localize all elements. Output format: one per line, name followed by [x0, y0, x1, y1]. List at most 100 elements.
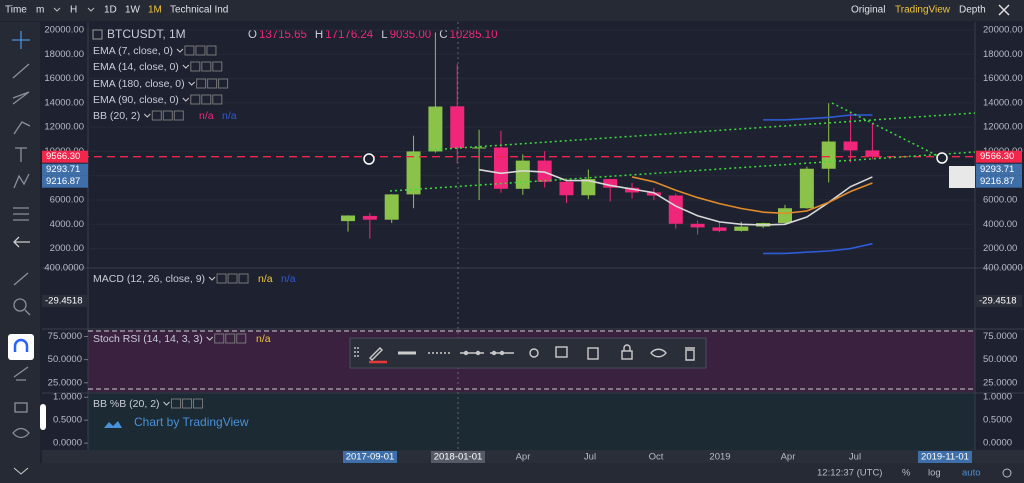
price-tag-label: 9293.71 [980, 164, 1014, 175]
price-tag-label: 9566.30 [980, 151, 1014, 162]
y-tick-label: 25.0000 [983, 377, 1017, 388]
value-tag-label: -29.4518 [979, 296, 1017, 307]
collapse-arrow[interactable] [13, 467, 29, 475]
toolbar-button[interactable]: Technical Ind [170, 5, 228, 16]
y-tick-label: 14000.00 [44, 97, 84, 108]
price-tag-label: 9566.30 [46, 151, 80, 162]
fullscreen-icon[interactable] [998, 4, 1010, 16]
x-tick-label: Oct [649, 452, 664, 463]
indicator-control[interactable] [196, 78, 207, 89]
drawing-toolbar-icons[interactable] [354, 344, 695, 364]
watermark: Chart by TradingView [134, 415, 249, 429]
pane-title: Stoch RSI (14, 14, 3, 3) [93, 333, 203, 345]
candle-body [341, 215, 355, 222]
toolbar-button[interactable]: m [36, 5, 44, 16]
pane-title: BB %B (20, 2) [93, 398, 160, 410]
x-tick-label: Jul [849, 452, 861, 463]
symbol: BTCUSDT, 1M [107, 27, 186, 41]
indicator-control[interactable] [151, 110, 162, 121]
indicator-control[interactable] [193, 398, 204, 409]
candle-body [362, 215, 377, 220]
indicator-control[interactable] [182, 398, 193, 409]
candle-body [603, 179, 618, 188]
indicator-control[interactable] [201, 94, 212, 105]
y-tick-label: 50.0000 [983, 354, 1017, 365]
indicator-control[interactable] [212, 61, 223, 72]
anchor-point[interactable] [936, 152, 948, 164]
ohlc-key: L [381, 29, 388, 41]
toolbar-button[interactable]: TradingView [895, 5, 951, 16]
candle-body [428, 106, 443, 152]
y-tick-label: 25.0000 [48, 377, 82, 388]
status-bar [0, 463, 1024, 483]
left-toolbar [0, 22, 40, 483]
indicator-control[interactable] [216, 273, 227, 284]
toolbar-button[interactable]: 1M [148, 5, 162, 16]
bb-status: n/a [199, 110, 214, 122]
indicator-control[interactable] [190, 61, 201, 72]
anchor-point[interactable] [363, 153, 375, 165]
indicator-control[interactable] [212, 94, 223, 105]
main-pane [42, 22, 975, 268]
price-tag [976, 163, 1022, 176]
candle-body [625, 187, 640, 193]
candle-body [799, 168, 814, 209]
status-button[interactable]: auto [962, 468, 981, 479]
status-button[interactable]: % [902, 468, 911, 479]
indicator-control[interactable] [214, 333, 225, 344]
indicator-control[interactable] [236, 333, 247, 344]
toolbar-button[interactable]: 1W [125, 5, 141, 16]
toolbar-button[interactable]: Original [851, 5, 885, 16]
price-tag [976, 150, 1022, 163]
indicator-control[interactable] [173, 110, 184, 121]
candle-body [734, 226, 749, 231]
ohlc-value: 10285.10 [450, 29, 498, 41]
candle-body [493, 147, 508, 189]
y-tick-label: 6000.00 [50, 195, 84, 206]
indicator-line [763, 242, 873, 255]
toolbar-button[interactable]: Depth [959, 5, 986, 16]
indicator-control[interactable] [162, 110, 173, 121]
indicator-control[interactable] [225, 333, 236, 344]
pane-borders [42, 22, 1024, 450]
indicator-control[interactable] [195, 45, 206, 56]
indicator-control[interactable] [206, 45, 217, 56]
price-tag-label: 9216.87 [980, 176, 1014, 187]
candle-body [406, 151, 421, 195]
indicator-control[interactable] [190, 94, 201, 105]
dropdown-arrow [206, 336, 214, 341]
indicator-control[interactable] [184, 45, 195, 56]
y-tick-label: 75.0000 [983, 331, 1017, 342]
y-tick-label: 75.0000 [48, 331, 82, 342]
trend-lines [389, 102, 976, 192]
indicator-control[interactable] [171, 398, 182, 409]
label-box [949, 166, 975, 188]
value-tag-label: -29.4518 [45, 296, 83, 307]
x-tick-label: Apr [516, 452, 531, 463]
y-tick-label: 0.0000 [53, 438, 82, 449]
y-tick-label: 400.0000 [44, 263, 84, 274]
magnet-active[interactable] [8, 334, 34, 360]
toolbar-button[interactable]: H [70, 5, 77, 16]
macd-pane [42, 269, 975, 329]
collapse-icon[interactable] [92, 29, 103, 40]
candle-body [646, 192, 661, 196]
indicator-control[interactable] [227, 273, 238, 284]
time-axis-labels: 2017-09-01 2018-01-01 Apr Jul Oct 2019 Apr Jul 2… [343, 451, 972, 463]
scroll-handle[interactable] [40, 404, 46, 430]
indicator-control[interactable] [218, 78, 229, 89]
pane-title: MACD (12, 26, close, 9) [93, 273, 205, 285]
x-tick-label: Apr [781, 452, 796, 463]
status-button[interactable]: log [928, 468, 941, 479]
indicator-control[interactable] [201, 61, 212, 72]
y-tick-label: 14000.00 [983, 97, 1023, 108]
indicator-control[interactable] [207, 78, 218, 89]
toolbar-button[interactable]: Time [5, 5, 27, 16]
y-tick-label: 0.5000 [983, 415, 1012, 426]
indicator-control[interactable] [238, 273, 249, 284]
price-tag [42, 150, 88, 163]
macd-status: n/a [281, 273, 296, 285]
toolbar-button[interactable]: 1D [104, 5, 117, 16]
settings-icon[interactable] [1002, 468, 1012, 478]
